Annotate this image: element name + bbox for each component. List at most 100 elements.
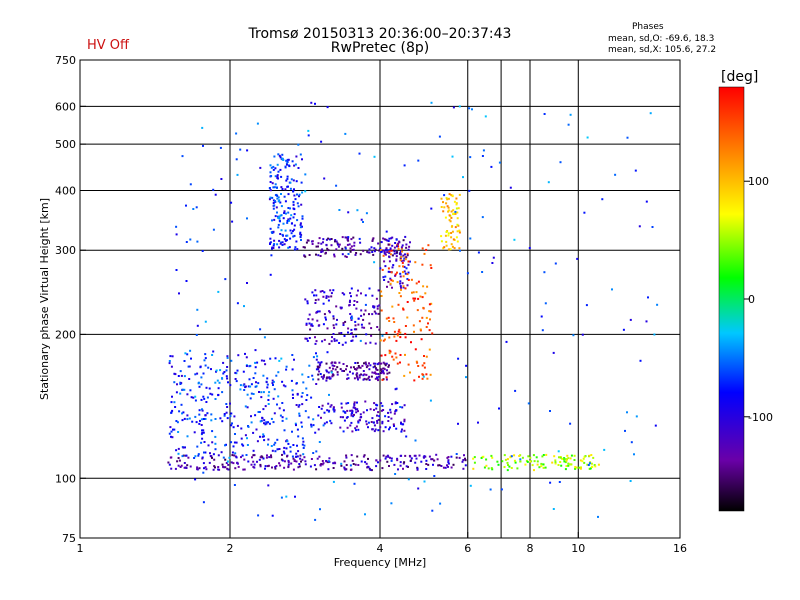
echo-point	[357, 365, 360, 367]
echo-point	[407, 271, 410, 274]
echo-point	[291, 393, 294, 396]
echo-point	[291, 160, 294, 163]
echo-point	[447, 459, 450, 462]
echo-point	[327, 410, 330, 413]
echo-point	[279, 242, 282, 245]
echo-point	[554, 459, 557, 462]
echo-point	[393, 321, 396, 323]
echo-point	[325, 421, 328, 424]
echo-point	[622, 328, 625, 331]
echo-point	[247, 460, 250, 463]
echo-point	[481, 216, 484, 219]
echo-point	[344, 247, 347, 250]
echo-point	[314, 102, 316, 105]
echo-point	[396, 333, 399, 336]
echo-point	[356, 361, 359, 364]
echo-point	[332, 315, 335, 318]
echo-point	[224, 458, 227, 461]
echo-point	[629, 480, 632, 482]
echo-point	[559, 161, 562, 164]
echo-point	[295, 180, 298, 183]
echo-point	[197, 454, 200, 457]
echo-point	[332, 462, 335, 465]
echo-point	[355, 335, 358, 338]
echo-point	[377, 461, 379, 464]
echo-point	[355, 373, 358, 376]
echo-point	[404, 332, 407, 335]
echo-point	[189, 389, 192, 392]
echo-point	[259, 465, 262, 468]
echo-point	[277, 196, 280, 199]
echo-point	[350, 454, 353, 457]
echo-point	[415, 457, 418, 460]
echo-point	[196, 324, 199, 327]
echo-point	[269, 237, 272, 240]
echo-point	[654, 424, 657, 427]
echo-point	[359, 339, 362, 342]
echo-point	[240, 427, 243, 430]
echo-point	[378, 304, 381, 307]
echo-point	[545, 453, 548, 456]
echo-point	[324, 316, 327, 319]
echo-point	[565, 465, 568, 467]
echo-point	[371, 238, 374, 241]
echo-point	[338, 361, 341, 364]
echo-point	[185, 454, 188, 457]
echo-point	[404, 336, 407, 339]
echo-point	[404, 454, 407, 457]
echo-point	[322, 375, 325, 378]
echo-point	[181, 412, 183, 415]
echo-point	[626, 136, 629, 139]
echo-point	[262, 391, 265, 394]
echo-point	[293, 213, 296, 216]
echo-point	[192, 396, 195, 399]
echo-point	[370, 375, 373, 378]
echo-point	[343, 467, 346, 470]
echo-point	[272, 168, 275, 171]
echo-point	[389, 408, 392, 411]
echo-point	[294, 246, 297, 249]
echo-point	[179, 466, 182, 468]
echo-point	[169, 426, 172, 429]
echo-point	[385, 332, 388, 334]
echo-point	[320, 140, 323, 143]
echo-point	[245, 454, 248, 456]
echo-point	[443, 206, 446, 209]
echo-point	[396, 271, 398, 274]
echo-point	[351, 412, 354, 414]
echo-point	[384, 248, 387, 251]
echo-point	[390, 249, 393, 252]
echo-point	[422, 285, 425, 288]
echo-point	[289, 217, 292, 220]
echo-point	[288, 246, 291, 249]
echo-point	[385, 230, 388, 233]
echo-point	[417, 365, 420, 367]
echo-point	[271, 232, 274, 234]
echo-point	[296, 202, 299, 205]
echo-point	[400, 430, 403, 433]
echo-point	[189, 183, 192, 186]
echo-point	[236, 461, 239, 464]
echo-point	[219, 146, 222, 149]
echo-point	[187, 456, 190, 459]
echo-point	[281, 233, 284, 236]
echo-point	[280, 496, 283, 499]
echo-point	[364, 294, 367, 297]
echo-point	[233, 484, 236, 486]
echo-point	[283, 195, 286, 198]
echo-point	[384, 364, 387, 367]
echo-point	[301, 215, 304, 218]
echo-point	[315, 352, 317, 355]
echo-point	[332, 408, 335, 411]
echo-point	[348, 243, 351, 246]
echo-point	[377, 411, 380, 414]
echo-point	[221, 377, 223, 380]
echo-point	[276, 438, 279, 441]
echo-point	[386, 251, 389, 254]
echo-point	[446, 205, 449, 208]
echo-point	[396, 281, 399, 284]
echo-point	[272, 207, 275, 210]
echo-point	[519, 458, 522, 461]
echo-point	[549, 481, 552, 484]
echo-point	[357, 464, 360, 466]
